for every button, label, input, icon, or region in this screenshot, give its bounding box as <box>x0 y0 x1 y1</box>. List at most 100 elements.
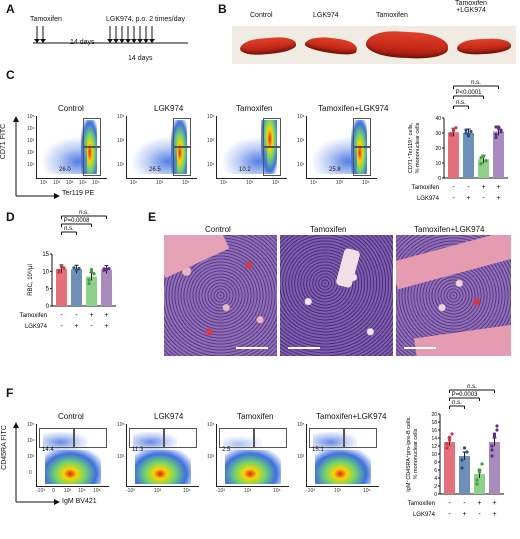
data-point <box>89 268 94 272</box>
facs-f-title-combo: Tamoxifen+LGK974 <box>316 412 387 421</box>
y-axis-label: IgM⁻CD45RA⁺pro-/pre-B cells,% mononuclea… <box>405 416 419 492</box>
data-point <box>494 125 498 129</box>
data-point <box>87 281 91 286</box>
tick: 10⁴ <box>78 488 86 494</box>
tick: 10¹ <box>297 162 305 168</box>
panel-b-letter: B <box>218 2 227 16</box>
tick: 10⁴ <box>27 438 35 444</box>
y-tick-label: 0 <box>438 176 441 182</box>
facs-density-cloud <box>223 138 267 174</box>
data-point <box>464 131 468 135</box>
facs-c-title-control: Control <box>58 104 84 113</box>
tick: 10¹ <box>220 180 228 186</box>
tick: 10¹ <box>310 180 318 186</box>
facs-f-title-tamoxifen: Tamoxifen <box>237 412 274 421</box>
facs-f-axis-arrows <box>13 422 60 505</box>
treatment-row-label: Tamoxifen <box>20 313 47 319</box>
data-point <box>102 268 106 272</box>
tick: 10³ <box>207 454 215 460</box>
gate-lower <box>353 146 371 176</box>
facs-density <box>225 450 281 484</box>
facs-c-value-lgk974: 26.5 <box>149 167 161 173</box>
treatment-sign: - <box>478 511 481 518</box>
gate-upper-left <box>39 428 75 448</box>
tick: 10³ <box>297 454 305 460</box>
treatment-row-label: LGK974 <box>417 196 440 202</box>
bar <box>478 159 489 178</box>
facs-c-title-lgk974: LGK974 <box>154 104 184 113</box>
gate-upper-left <box>309 428 345 448</box>
tick: 0 <box>52 488 55 494</box>
tick: 10⁵ <box>92 180 100 186</box>
data-point <box>77 266 81 271</box>
treatment-sign: - <box>75 312 78 319</box>
treatment-sign: - <box>482 195 485 202</box>
tick: 10² <box>53 180 61 186</box>
bar <box>444 442 455 494</box>
y-tick-label: 16 <box>431 428 437 434</box>
tick: 10³ <box>117 138 125 144</box>
facs-density-cloud <box>43 138 87 174</box>
tick: 10¹ <box>40 180 48 186</box>
facs-c-value-tamoxifen: 10.2 <box>239 167 251 173</box>
gate-upper <box>83 118 101 148</box>
tick: 10⁵ <box>273 488 281 494</box>
facs-c-control: 26.0 <box>36 116 107 179</box>
bar <box>101 269 112 306</box>
tick: 10⁵ <box>297 114 305 120</box>
tick: 10² <box>27 150 35 156</box>
tamoxifen-label: Tamoxifen <box>30 16 62 23</box>
gate-lower <box>263 146 281 176</box>
gate-upper-right <box>163 428 197 448</box>
data-point <box>62 266 66 270</box>
gate-upper-right <box>253 428 287 448</box>
y-tick-label: 30 <box>435 131 441 137</box>
facs-c-title-combo: Tamoxifen+LGK974 <box>318 104 389 113</box>
y-tick-label: 0 <box>434 492 437 498</box>
spleen-label-combo: Tamoxifen +LGK974 <box>455 0 487 14</box>
treatment-sign: + <box>492 500 496 507</box>
tick: 10³ <box>244 488 252 494</box>
treatment-sign: + <box>74 323 78 330</box>
sig-label: n.s. <box>64 226 74 232</box>
y-tick-label: 14 <box>431 436 437 442</box>
tick: 10⁵ <box>183 488 191 494</box>
tick: 10⁴ <box>79 180 87 186</box>
treatment-sign: + <box>462 511 466 518</box>
panel-f-letter: F <box>6 386 14 400</box>
tick: 10³ <box>27 454 35 460</box>
y-tick-label: 6 <box>434 468 437 474</box>
bar <box>463 133 474 178</box>
sig-label: n.s. <box>452 400 462 406</box>
data-point <box>479 162 483 166</box>
facs-c-axis-arrows <box>13 116 60 199</box>
data-point <box>494 135 498 140</box>
panel-a-letter: A <box>6 2 15 16</box>
data-point <box>104 267 109 271</box>
facs-f-value-combo: 15.1 <box>312 447 324 453</box>
days-label-1: 14 days <box>70 39 95 46</box>
facs-density <box>315 450 371 484</box>
treatment-sign: + <box>496 184 500 191</box>
y-tick-label: 18 <box>431 420 437 426</box>
data-point <box>499 129 503 134</box>
facs-c-yaxis-label: CD71 FITC <box>0 123 8 160</box>
data-point <box>477 470 482 474</box>
tick: 10¹ <box>27 162 35 168</box>
data-point <box>107 266 111 271</box>
data-point <box>449 132 453 136</box>
facs-density-cloud <box>313 138 357 174</box>
treatment-sign: - <box>467 184 470 191</box>
tick: 10³ <box>156 180 164 186</box>
data-point <box>496 126 501 131</box>
data-point <box>92 272 96 276</box>
facs-f-value-control: 14.4 <box>42 447 54 453</box>
treatment-sign: - <box>448 511 451 518</box>
data-point <box>479 156 483 160</box>
gate-upper <box>263 118 281 148</box>
facs-c-title-tamoxifen: Tamoxifen <box>236 104 273 113</box>
tick: 10¹ <box>117 162 125 168</box>
data-point <box>490 454 494 458</box>
y-tick-label: 20 <box>431 412 437 418</box>
gate-lower <box>173 146 191 176</box>
